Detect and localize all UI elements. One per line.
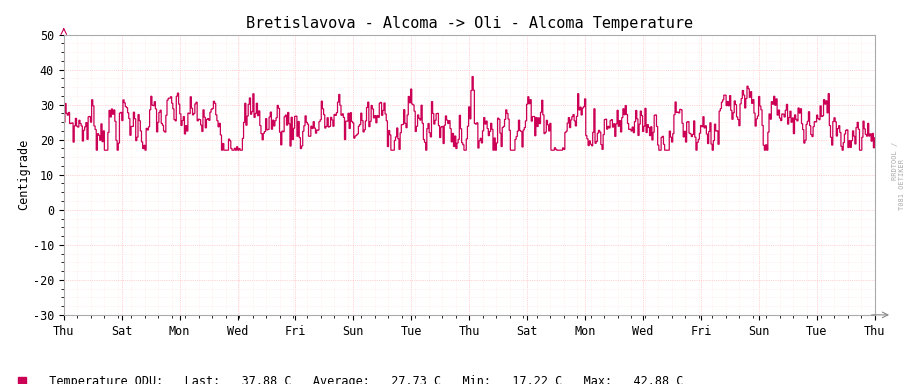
Title: Bretislavova - Alcoma -> Oli - Alcoma Temperature: Bretislavova - Alcoma -> Oli - Alcoma Te… [246,16,692,31]
Legend:   Temperature ODU:   Last:   37.88 C   Average:   27.73 C   Min:   17.22 C   Max: Temperature ODU: Last: 37.88 C Average: … [13,371,689,384]
Text: RRDTOOL /: RRDTOOL / [892,142,897,180]
Text: T081 OETIKER: T081 OETIKER [899,159,905,210]
Y-axis label: Centigrade: Centigrade [17,139,30,210]
